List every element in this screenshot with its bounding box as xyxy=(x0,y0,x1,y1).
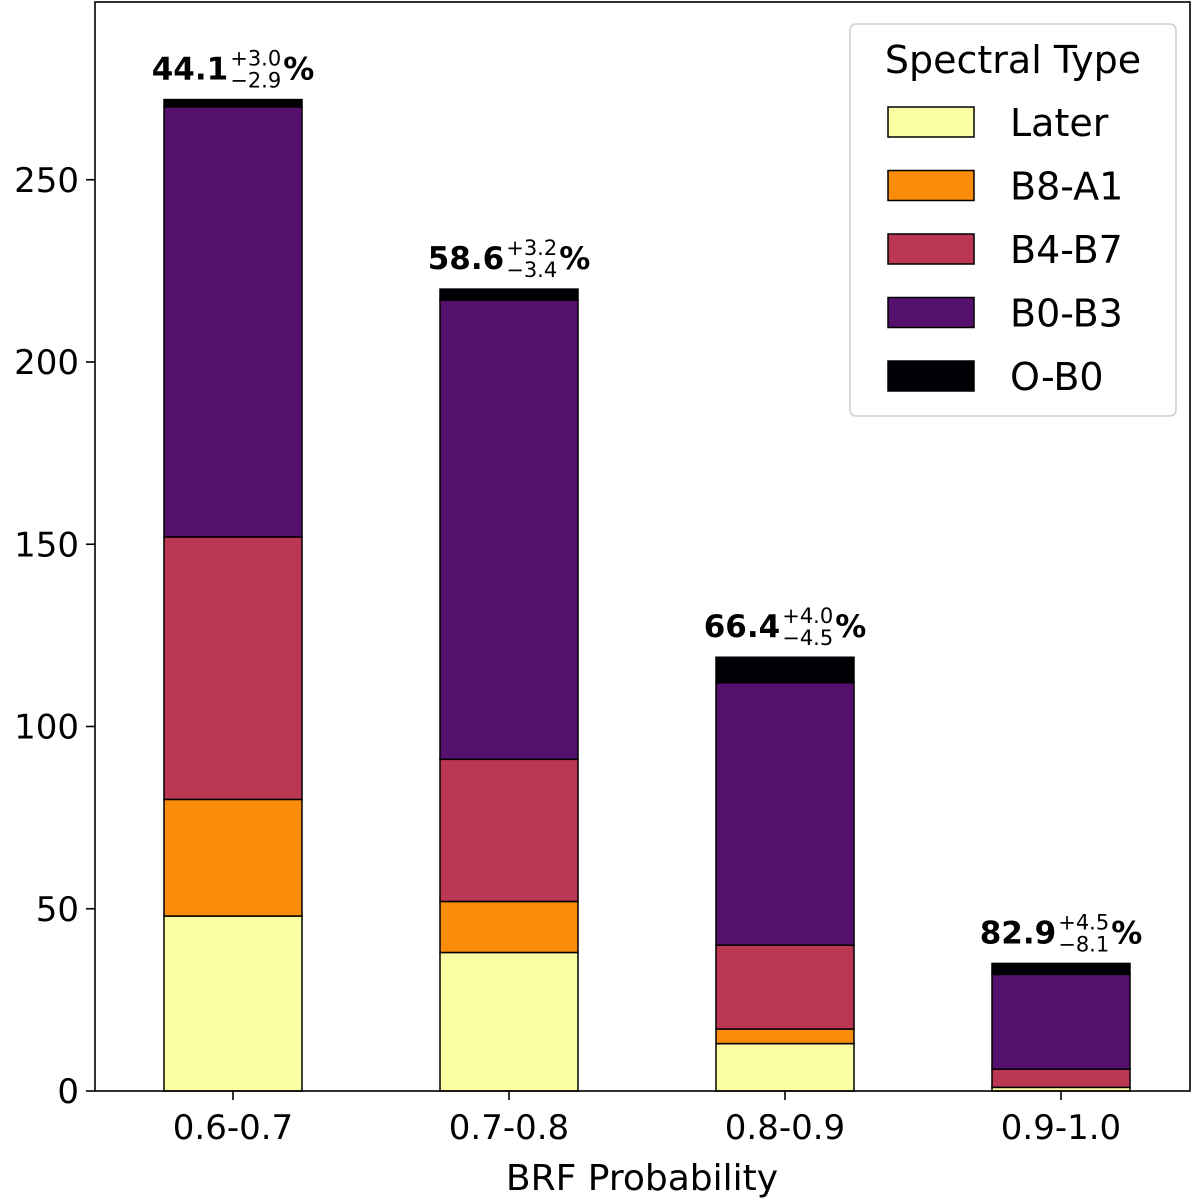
bar-segment-later xyxy=(163,915,303,1092)
bar-segment-b0-b3 xyxy=(715,682,855,946)
pct-value: 44.1 xyxy=(152,52,229,88)
percentage-annotations: 44.1 +3.0−2.9 %58.6 +3.2−3.4 %66.4 +4.0−4.5 %8… xyxy=(152,47,1143,957)
pct-plus-error: +4.5 xyxy=(1058,910,1109,934)
legend-title: Spectral Type xyxy=(885,38,1141,82)
x-tick-label: 0.6-0.7 xyxy=(173,1108,293,1148)
legend-label-o-b0: O-B0 xyxy=(1010,355,1104,399)
legend: Spectral Type Later B8-A1 B4-B7 B0-B3 O-B0 xyxy=(849,23,1177,417)
bar-segment-o-b0 xyxy=(439,288,579,301)
bar-segment-later xyxy=(439,951,579,1092)
legend-swatch-later xyxy=(887,106,975,138)
bar-segment-o-b0 xyxy=(991,962,1131,976)
bar-segment-o-b0 xyxy=(163,98,303,108)
legend-label-b4-b7: B4-B7 xyxy=(1010,228,1123,272)
y-tick-label: 100 xyxy=(14,708,79,748)
pct-plus-error: +3.0 xyxy=(230,47,281,71)
y-tick-label: 150 xyxy=(14,525,79,565)
pct-suffix: % xyxy=(835,609,866,645)
pct-minus-error: −8.1 xyxy=(1058,932,1109,956)
bar-segment-b4-b7 xyxy=(991,1068,1131,1089)
legend-swatch-b0-b3 xyxy=(887,296,975,329)
bar-segment-b4-b7 xyxy=(439,758,579,903)
pct-annotation: 58.6 +3.2−3.4% xyxy=(428,236,591,282)
y-tick-label: 0 xyxy=(57,1072,79,1112)
bar-segment-b0-b3 xyxy=(991,973,1131,1070)
bar-segment-b8-a1 xyxy=(715,1028,855,1045)
y-axis: 0 50 100 150 200 250 xyxy=(14,161,95,1112)
legend-label-b0-b3: B0-B3 xyxy=(1010,292,1123,336)
pct-value: 66.4 xyxy=(704,609,781,645)
pct-value: 58.6 xyxy=(428,241,505,277)
pct-minus-error: −3.4 xyxy=(506,258,557,282)
pct-plus-error: +4.0 xyxy=(782,604,833,628)
x-axis: 0.6-0.7 0.7-0.8 0.8-0.9 0.9-1.0 xyxy=(173,1091,1121,1148)
bar-segment-b0-b3 xyxy=(163,106,303,538)
y-tick-label: 50 xyxy=(36,890,79,930)
pct-minus-error: −4.5 xyxy=(782,626,833,650)
legend-label-later: Later xyxy=(1010,101,1109,145)
bars-layer xyxy=(163,98,1131,1092)
bar-segment-b0-b3 xyxy=(439,299,579,761)
bar-segment-b4-b7 xyxy=(715,944,855,1030)
legend-swatch-b8-a1 xyxy=(887,169,975,202)
pct-suffix: % xyxy=(283,52,314,88)
pct-suffix: % xyxy=(559,241,590,277)
legend-label-b8-a1: B8-A1 xyxy=(1010,165,1123,209)
legend-swatch-o-b0 xyxy=(887,360,975,392)
x-tick-label: 0.9-1.0 xyxy=(1001,1108,1121,1148)
pct-annotation: 66.4 +4.0−4.5% xyxy=(704,604,867,650)
pct-value: 82.9 xyxy=(980,915,1057,951)
pct-plus-error: +3.2 xyxy=(506,236,557,260)
bar-segment-b8-a1 xyxy=(439,900,579,954)
pct-suffix: % xyxy=(1111,915,1142,951)
y-tick-label: 250 xyxy=(14,161,79,201)
bar-segment-later xyxy=(715,1042,855,1092)
legend-swatch-b4-b7 xyxy=(887,233,975,265)
plot-frame xyxy=(94,1,1191,1092)
y-tick-label: 200 xyxy=(14,343,79,383)
pct-annotation: 44.1 +3.0−2.9% xyxy=(152,47,315,93)
bar-segment-b4-b7 xyxy=(163,536,303,801)
bar-segment-o-b0 xyxy=(715,656,855,684)
pct-annotation: 82.9 +4.5−8.1% xyxy=(980,910,1143,956)
x-axis-label: BRF Probability xyxy=(506,1158,778,1199)
bar-segment-b8-a1 xyxy=(163,798,303,917)
x-tick-label: 0.8-0.9 xyxy=(725,1108,845,1148)
x-tick-label: 0.7-0.8 xyxy=(449,1108,569,1148)
pct-minus-error: −2.9 xyxy=(230,69,281,93)
